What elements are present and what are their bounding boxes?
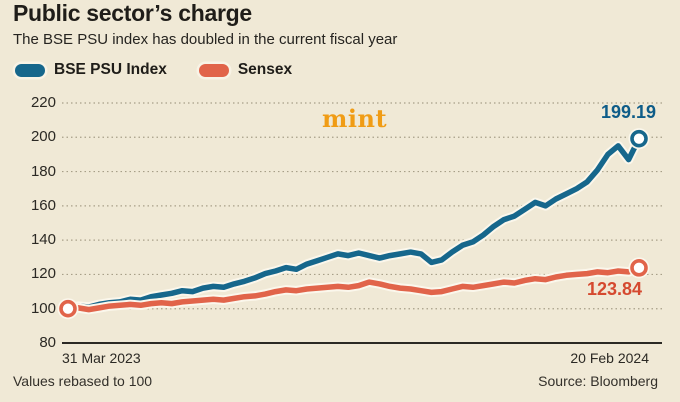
- sensex-end-value-label: 123.84: [586, 279, 642, 299]
- y-tick-label-120: 120: [30, 265, 56, 283]
- source-credit: Source: Bloomberg: [538, 373, 658, 389]
- x-axis-end-label: 20 Feb 2024: [570, 350, 649, 366]
- start-marker-halo: [57, 298, 79, 320]
- bse-psu-end-marker: [630, 129, 648, 148]
- y-tick-label-140: 140: [30, 231, 56, 249]
- start-marker: [59, 299, 77, 318]
- y-tick-label-220: 220: [30, 94, 56, 111]
- chart-title: Public sector’s charge: [13, 0, 252, 26]
- sensex-end-marker: [630, 259, 648, 277]
- x-axis-start-label: 31 Mar 2023: [62, 350, 141, 366]
- chart-subtitle: The BSE PSU index has doubled in the cur…: [13, 31, 398, 48]
- bse-psu-end-value-label: 199.19: [600, 102, 656, 122]
- mint-watermark-logo: mint: [322, 104, 388, 133]
- legend-item-bse-psu: BSE PSU Index: [15, 61, 167, 79]
- legend: BSE PSU Index Sensex: [15, 61, 292, 79]
- sensex-end-marker-halo: [628, 257, 650, 279]
- y-tick-label-200: 200: [30, 128, 56, 146]
- footnote: Values rebased to 100: [13, 373, 153, 389]
- y-tick-label-100: 100: [30, 299, 56, 317]
- legend-item-sensex: Sensex: [198, 61, 293, 79]
- sensex-legend-swatch: [198, 63, 229, 77]
- bse-psu-end-marker-halo: [628, 128, 650, 150]
- y-tick-label-180: 180: [30, 162, 56, 180]
- bse-psu-legend-label: BSE PSU Index: [54, 61, 167, 78]
- y-tick-label-80: 80: [39, 334, 56, 351]
- sensex-legend-label: Sensex: [237, 61, 293, 78]
- y-tick-label-160: 160: [30, 196, 56, 214]
- bse-psu-legend-swatch: [15, 63, 45, 77]
